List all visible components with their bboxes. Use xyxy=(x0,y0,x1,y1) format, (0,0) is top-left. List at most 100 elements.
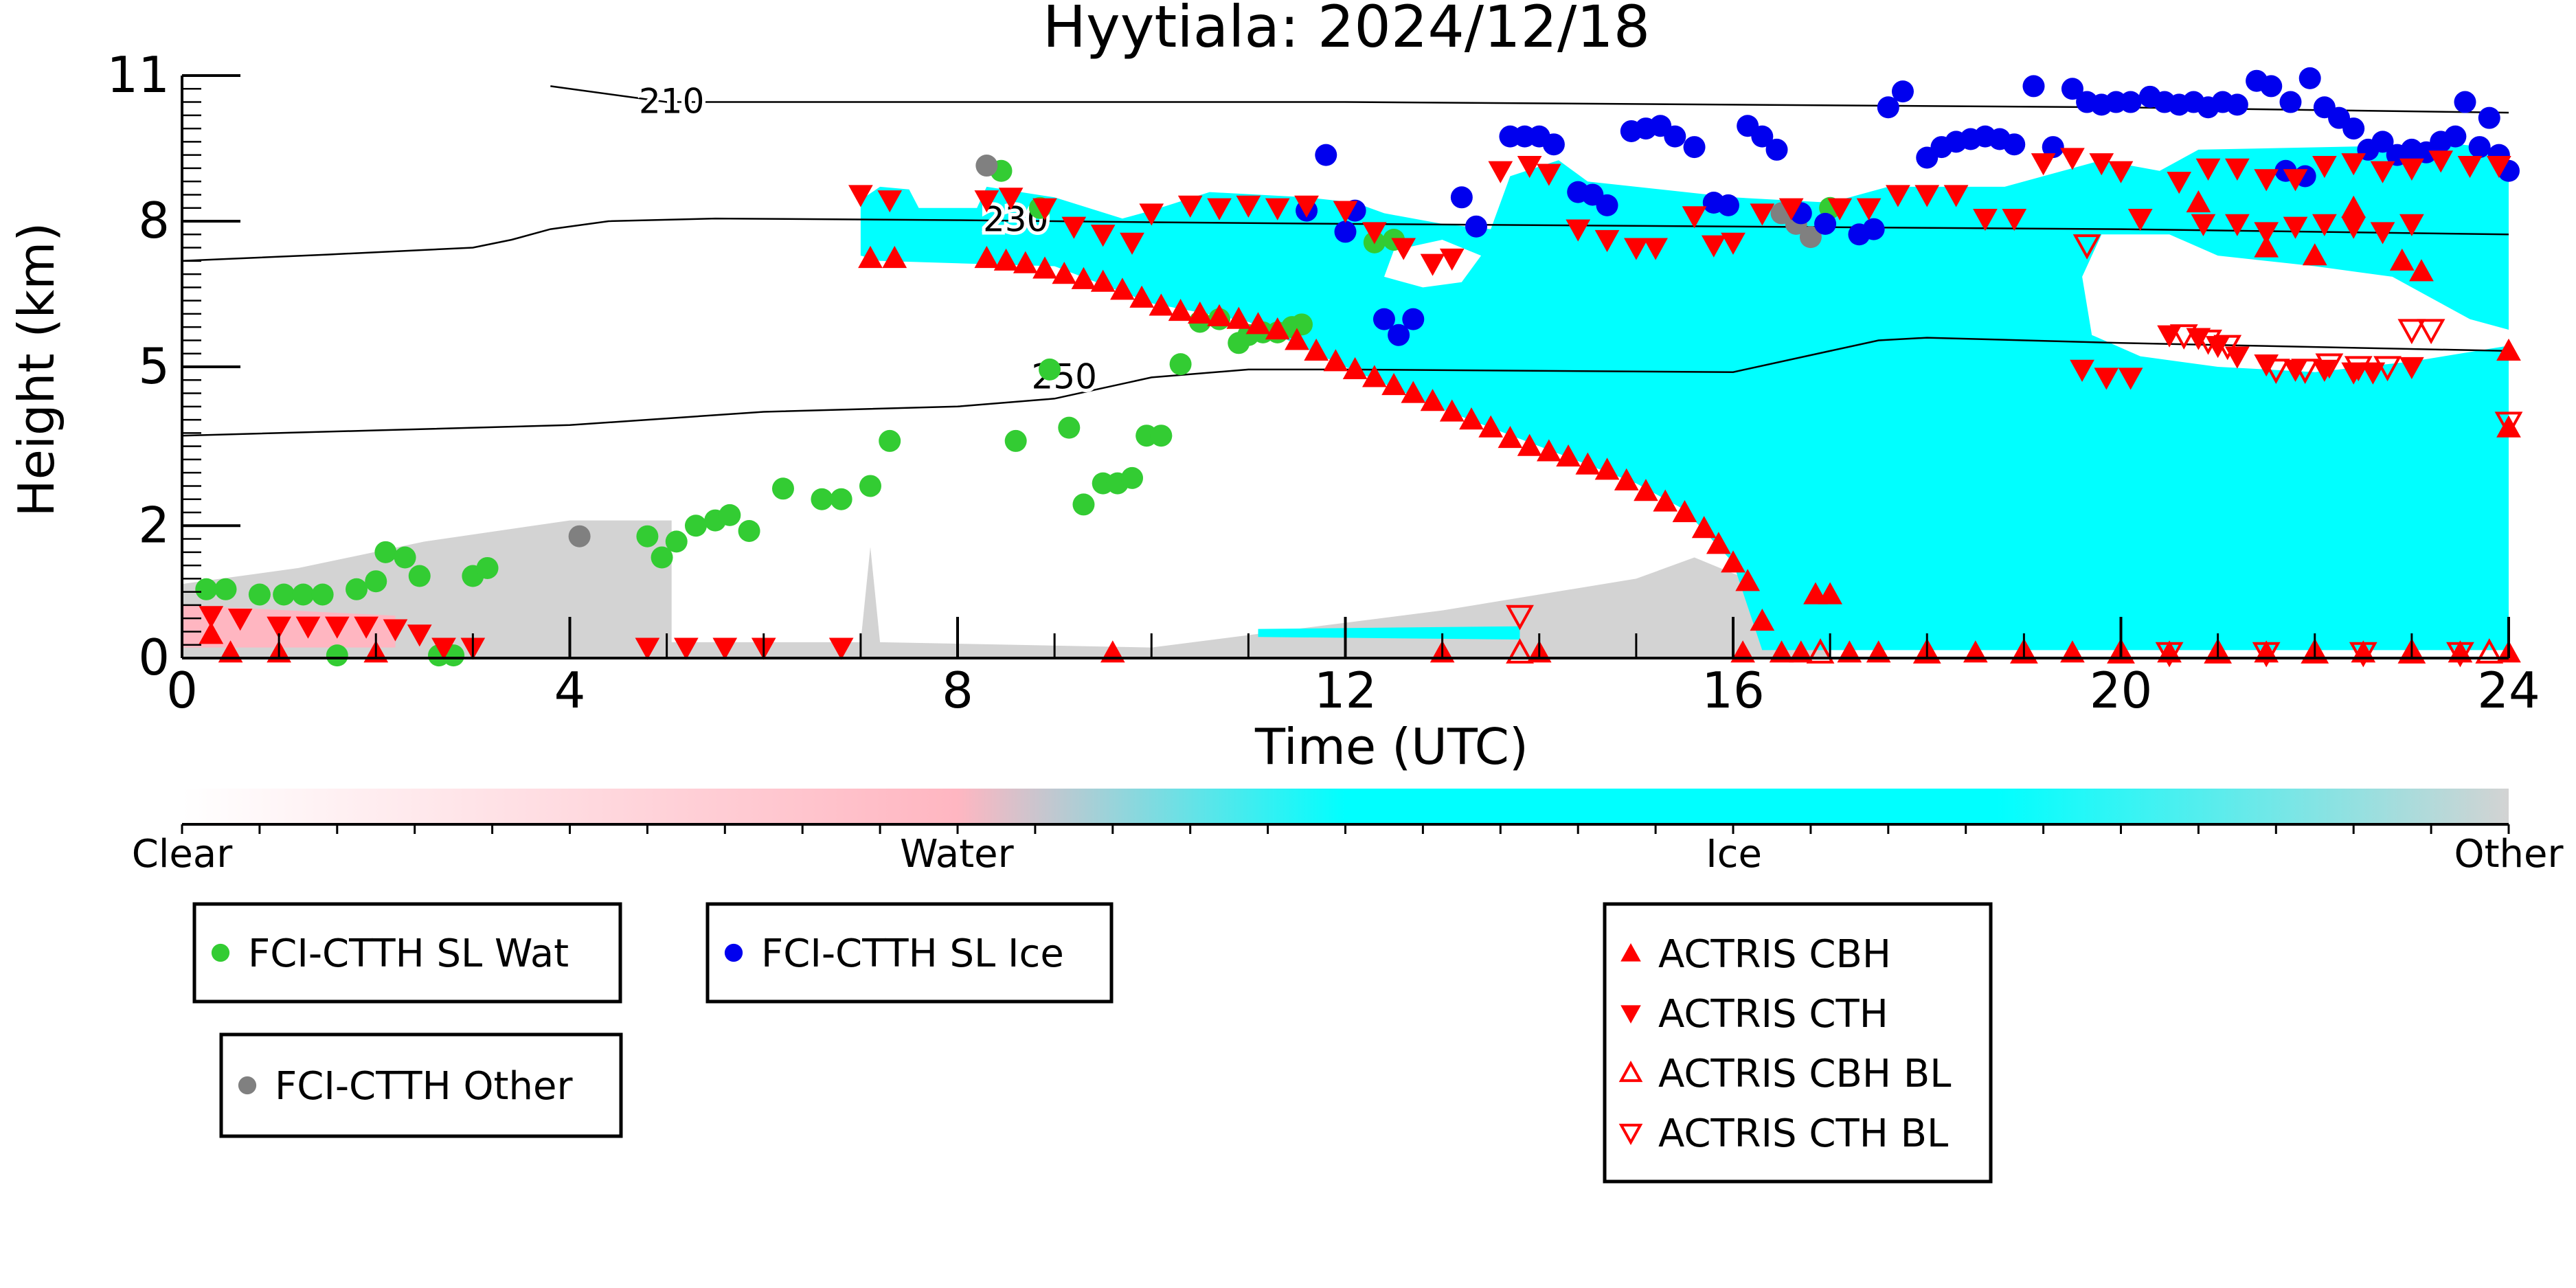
contour-label-210: 210 xyxy=(639,82,704,122)
y-tick-label: 5 xyxy=(138,337,170,395)
colorbar-label: Water xyxy=(900,832,1015,877)
legend-label: FCI-CTTH SL Ice xyxy=(761,931,1064,976)
fci-ctth-sl-ice-point xyxy=(2003,133,2026,156)
y-tick-label: 2 xyxy=(138,496,170,554)
actris-cbh-point xyxy=(1381,372,1406,396)
fci-ctth-sl-wat-point xyxy=(346,578,368,600)
legend-actris-box xyxy=(1603,902,1993,1184)
actris-cth-point xyxy=(407,624,432,647)
actris-cbh-point xyxy=(1245,312,1271,335)
actris-cbh-point xyxy=(1090,269,1116,292)
legend-marker xyxy=(1620,1005,1641,1024)
actris-cbh-point xyxy=(882,245,907,269)
colorbar-label: Ice xyxy=(1706,832,1762,877)
legend-ice-box xyxy=(705,902,1114,1004)
actris-cbh-point xyxy=(1342,357,1368,379)
actris-cth-point xyxy=(1488,161,1513,183)
actris-cth-point xyxy=(2341,153,2366,176)
fci-ctth-sl-wat-point xyxy=(476,556,499,579)
fci-ctth-sl-wat-point xyxy=(665,530,688,553)
actris-cth-point xyxy=(1566,219,1591,242)
actris-cth-point xyxy=(199,606,224,629)
fci-ctth-sl-ice-point xyxy=(1877,96,1899,119)
actris-cbh-point xyxy=(1750,609,1775,631)
actris-cth-point xyxy=(1914,185,1940,207)
y-axis-label: Height (km) xyxy=(8,223,65,517)
fci-ctth-sl-wat-point xyxy=(738,519,760,542)
fci-ctth-sl-wat-point xyxy=(1121,466,1144,489)
actris-cth-point xyxy=(1750,203,1775,226)
fci-ctth-sl-wat-point xyxy=(1039,358,1061,381)
actris-cth-point xyxy=(2312,155,2337,179)
legend-actris: ACTRIS CBH ACTRIS CTH ACTRIS CBH BL ACTRIS … xyxy=(1603,902,1993,1184)
actris-cth-point xyxy=(1207,198,1232,221)
actris-cth-point xyxy=(2399,357,2424,380)
actris-cbh-point xyxy=(993,248,1019,271)
fci-ctth-other-point xyxy=(568,525,591,547)
actris-cbh-point xyxy=(1110,278,1135,300)
actris-cth-point xyxy=(2195,158,2221,181)
actris-cth-bl-point xyxy=(2373,356,2402,382)
actris-cbh-point xyxy=(1032,256,1057,279)
fci-ctth-sl-ice-point xyxy=(2478,106,2500,129)
colorbar-label: Other xyxy=(2454,832,2564,877)
actris-cbh-point xyxy=(1401,381,1426,403)
actris-cth-point xyxy=(2070,359,2094,382)
fci-ctth-sl-ice-point xyxy=(1891,80,1914,103)
actris-cbh-point xyxy=(2302,243,2327,266)
fci-ctth-sl-wat-point xyxy=(273,583,295,606)
y-tick-label: 0 xyxy=(138,629,170,686)
actris-cth-point xyxy=(2191,214,2216,236)
actris-cth-point xyxy=(1294,195,1319,218)
actris-cbh-point xyxy=(858,245,883,269)
actris-cth-point xyxy=(295,616,321,639)
contour-line-250 xyxy=(181,337,2509,437)
actris-cth-point xyxy=(227,609,253,631)
actris-cth-point xyxy=(2060,148,2085,170)
actris-cth-point xyxy=(1333,201,1358,223)
legend-other: FCI-CTTH Other xyxy=(219,1032,623,1138)
fci-ctth-sl-wat-point xyxy=(879,429,901,452)
fci-ctth-sl-wat-point xyxy=(408,565,431,587)
fci-ctth-sl-wat-point xyxy=(830,488,852,510)
fci-ctth-sl-ice-point xyxy=(2061,78,2083,100)
actris-cbh-bl-point xyxy=(2301,638,2329,664)
fci-ctth-sl-ice-point xyxy=(1465,215,1488,238)
actris-cth-point xyxy=(2457,155,2483,179)
actris-cbh-point xyxy=(1721,550,1745,573)
actris-cbh-point xyxy=(1706,532,1731,554)
fci-ctth-sl-wat-point xyxy=(292,583,315,606)
fci-ctth-sl-wat-point xyxy=(1150,425,1173,447)
actris-cth-point xyxy=(1120,232,1144,255)
actris-cth-point xyxy=(1643,238,1668,260)
actris-cth-point xyxy=(1236,195,1261,218)
actris-cth-bl-point xyxy=(2446,642,2474,668)
fci-ctth-sl-wat-point xyxy=(214,578,237,600)
actris-cth-point xyxy=(2312,214,2337,236)
fci-ctth-sl-ice-point xyxy=(1765,138,1788,161)
actris-cth-point xyxy=(2341,216,2366,239)
actris-cth-point xyxy=(1391,238,1416,260)
fci-ctth-sl-ice-point xyxy=(2444,125,2467,148)
actris-cbh-point xyxy=(2389,248,2415,271)
fci-ctth-sl-ice-point xyxy=(1814,212,1837,235)
y-tick-label: 8 xyxy=(138,192,170,249)
actris-cth-bl-point xyxy=(2169,324,2198,350)
fci-ctth-sl-ice-point xyxy=(1315,144,1337,166)
fci-ctth-sl-ice-point xyxy=(2226,93,2248,116)
actris-cbh-point xyxy=(1537,439,1561,462)
actris-cbh-point xyxy=(1556,444,1581,467)
actris-cbh-bl-point xyxy=(1806,638,1835,664)
fci-ctth-sl-wat-point xyxy=(248,583,271,606)
actris-cth-bl-point xyxy=(2072,234,2101,260)
legend-label: ACTRIS CTH xyxy=(1658,992,1888,1037)
actris-cth-point xyxy=(1827,198,1853,221)
actris-cth-point xyxy=(1537,163,1561,186)
actris-cbh-point xyxy=(1735,569,1761,591)
contour-line-230 xyxy=(181,217,2509,262)
actris-cbh-point xyxy=(1168,299,1193,321)
y-tick-label: 11 xyxy=(106,46,170,104)
legend-wat: FCI-CTTH SL Wat xyxy=(192,902,622,1004)
legend-marker xyxy=(724,943,743,962)
actris-cth-point xyxy=(2254,222,2279,245)
